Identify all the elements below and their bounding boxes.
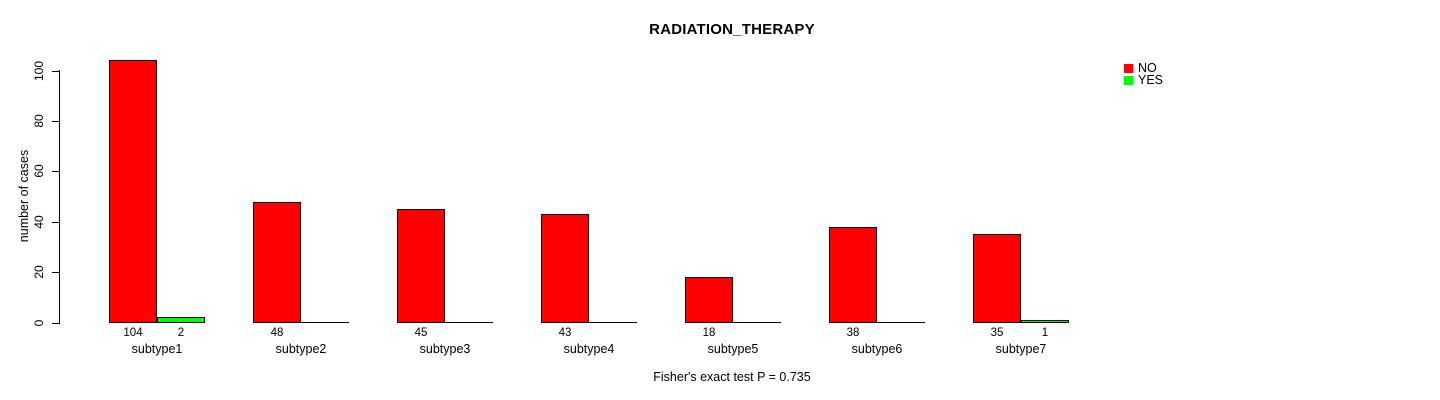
bar-yes-subtype3-zero (445, 322, 493, 323)
bar-value-label: 104 (123, 327, 143, 339)
bar-value-label: 45 (414, 327, 428, 339)
category-label: subtype3 (419, 342, 471, 356)
bar-value-label: 43 (558, 327, 572, 339)
category-label: subtype7 (995, 342, 1047, 356)
bar-yes-subtype1 (157, 317, 205, 323)
y-axis-tick (52, 323, 59, 324)
legend-swatch-no (1124, 64, 1133, 73)
category-label: subtype6 (851, 342, 903, 356)
bar-no-subtype4 (541, 214, 589, 323)
bar-no-subtype2 (253, 202, 301, 323)
bar-yes-subtype6-zero (877, 322, 925, 323)
y-axis-tick-label: 80 (32, 114, 46, 128)
legend-swatch-yes (1124, 76, 1133, 85)
bar-no-subtype5 (685, 277, 733, 323)
y-axis-tick (52, 222, 59, 223)
fisher-test-caption: Fisher's exact test P = 0.735 (653, 370, 811, 384)
y-axis-tick (52, 272, 59, 273)
y-axis-tick (52, 171, 59, 172)
chart-legend: NO YES (1124, 61, 1164, 88)
y-axis-tick-label: 0 (32, 319, 46, 327)
y-axis-tick-label: 60 (32, 164, 46, 178)
bar-yes-subtype7 (1021, 320, 1069, 323)
bar-value-label: 1 (1041, 327, 1049, 339)
bar-yes-subtype5-zero (733, 322, 781, 323)
bar-yes-subtype4-zero (589, 322, 637, 323)
bar-yes-subtype2-zero (301, 322, 349, 323)
category-label: subtype2 (275, 342, 327, 356)
bar-no-subtype7 (973, 234, 1021, 323)
bar-no-subtype3 (397, 209, 445, 323)
legend-label: YES (1138, 73, 1164, 87)
y-axis-tick (52, 71, 59, 72)
y-axis-tick-label: 20 (32, 265, 46, 279)
legend-label: NO (1138, 61, 1157, 75)
bar-value-label: 2 (177, 327, 185, 339)
bar-value-label: 38 (846, 327, 860, 339)
category-label: subtype5 (707, 342, 759, 356)
chart-title: RADIATION_THERAPY (649, 21, 815, 38)
bar-no-subtype6 (829, 227, 877, 323)
bar-value-label: 18 (702, 327, 716, 339)
bar-value-label: 48 (270, 327, 284, 339)
bar-value-label: 35 (990, 327, 1004, 339)
legend-entry-yes: YES (1124, 73, 1164, 87)
y-axis-tick (52, 121, 59, 122)
y-axis-tick-label: 100 (32, 60, 46, 82)
category-label: subtype4 (563, 342, 615, 356)
legend-entry-no: NO (1124, 61, 1163, 75)
bar-no-subtype1 (109, 60, 157, 323)
y-axis-line (59, 70, 60, 324)
y-axis-tick-label: 40 (32, 215, 46, 229)
category-label: subtype1 (131, 342, 183, 356)
